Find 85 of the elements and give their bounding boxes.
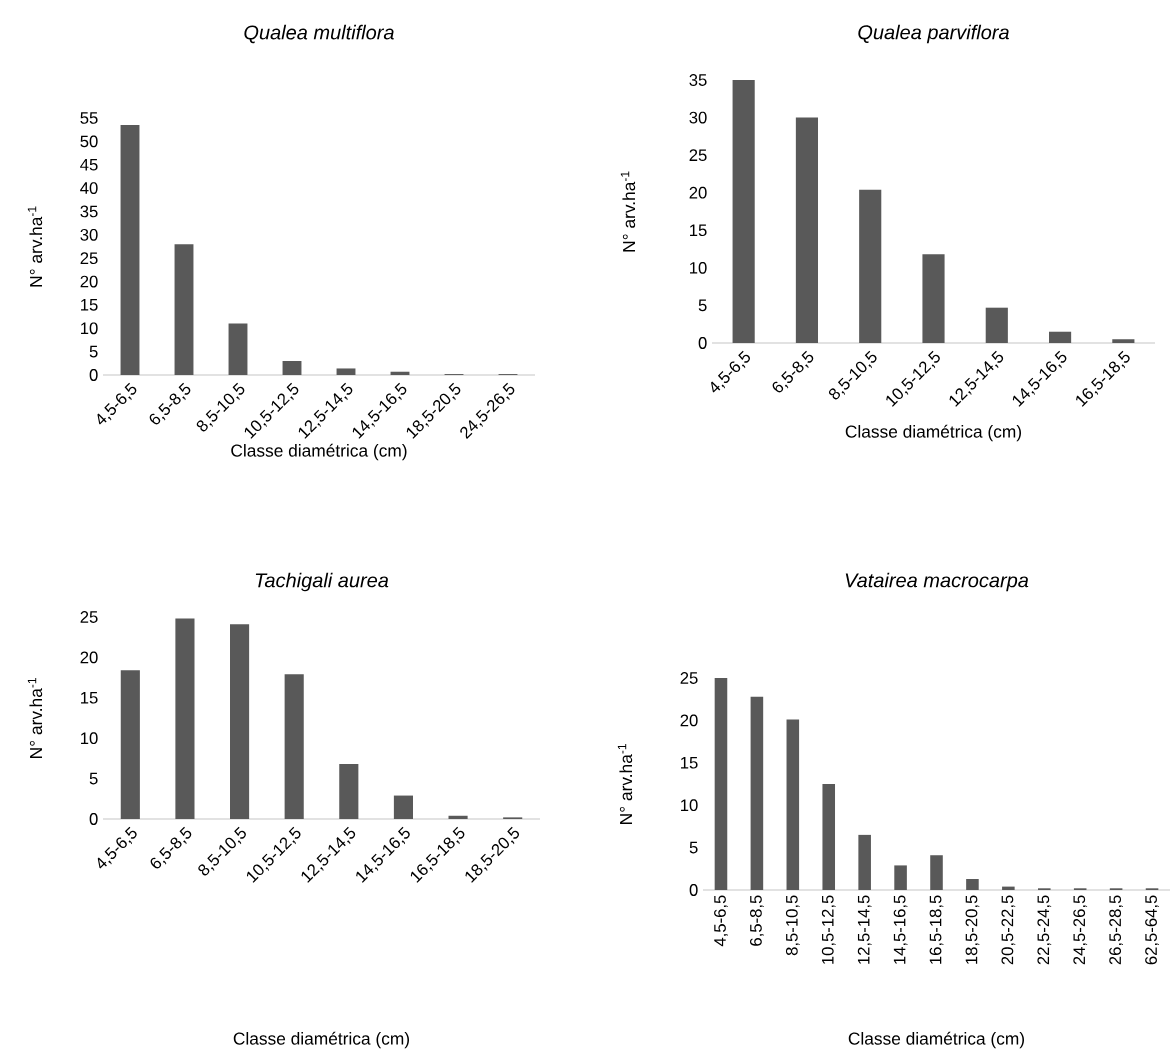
- bar: [174, 244, 194, 375]
- y-tick-label: 10: [690, 261, 707, 274]
- bar: [822, 784, 836, 890]
- y-tick-label: 25: [80, 611, 98, 623]
- y-tick-label: 35: [689, 74, 707, 86]
- bar: [393, 795, 413, 819]
- bar: [714, 678, 728, 890]
- bar: [120, 670, 140, 819]
- y-tick-label: 45: [80, 158, 98, 171]
- x-tick-label: 16,5-18,5: [929, 895, 944, 964]
- y-tick-label: 35: [80, 205, 98, 218]
- y-tick-label: 25: [680, 672, 698, 684]
- y-tick-label: 5: [689, 841, 698, 854]
- bar: [1112, 339, 1135, 343]
- chart-title: Qualea multiflora: [244, 24, 394, 44]
- y-tick-label: 25: [80, 252, 98, 265]
- bar: [339, 764, 359, 819]
- chart-title: Qualea parviflora: [858, 24, 1009, 44]
- y-tick-label: 15: [681, 756, 698, 769]
- y-axis-title: N° arv.ha$^{-1}$: [617, 743, 633, 824]
- x-axis-title: Classe diamétrica (cm): [233, 1031, 409, 1049]
- x-axis-title: Classe diamétrica (cm): [231, 443, 407, 461]
- x-tick-label: 10,5-12,5: [821, 895, 836, 964]
- bar: [795, 117, 819, 343]
- y-tick-label: 15: [81, 299, 98, 311]
- y-tick-label: 5: [698, 299, 707, 312]
- y-tick-label: 15: [690, 224, 707, 237]
- bar: [750, 696, 764, 890]
- y-axis-title: N° arv.ha$^{-1}$: [27, 677, 43, 758]
- y-tick-label: 20: [680, 714, 698, 727]
- y-tick-label: 40: [80, 182, 98, 194]
- y-tick-label: 5: [89, 345, 98, 358]
- bar: [284, 674, 304, 819]
- y-axis-title: N° arv.ha$^{-1}$: [620, 171, 636, 252]
- bar: [922, 254, 945, 343]
- y-axis-title: N° arv.ha$^{-1}$: [27, 206, 43, 287]
- x-tick-label: 22,5-24,5: [1037, 895, 1052, 965]
- y-tick-label: 50: [80, 135, 98, 148]
- bar: [282, 360, 302, 375]
- x-tick-label: 8,5-10,5: [785, 895, 800, 956]
- x-tick-label: 26,5-28,5: [1109, 895, 1124, 965]
- y-tick-label: 0: [698, 337, 707, 349]
- y-tick-label: 20: [80, 651, 98, 664]
- bar: [120, 125, 140, 375]
- bar: [966, 878, 979, 890]
- bar: [228, 323, 248, 375]
- bar: [230, 624, 250, 819]
- bar: [786, 719, 800, 890]
- bar: [859, 189, 882, 343]
- x-tick-label: 62,5-64,5: [1145, 895, 1159, 965]
- bar: [894, 865, 907, 890]
- bar: [336, 368, 356, 375]
- bar: [175, 618, 195, 819]
- y-tick-label: 20: [689, 186, 707, 199]
- y-tick-label: 30: [80, 228, 98, 241]
- bar: [732, 80, 755, 343]
- x-axis-title: Classe diamétrica (cm): [848, 1031, 1025, 1049]
- x-tick-label: 12,5-14,5: [857, 895, 872, 964]
- y-tick-label: 0: [689, 884, 698, 896]
- x-tick-label: 4,5-6,5: [714, 895, 728, 947]
- y-tick-label: 10: [81, 732, 98, 745]
- y-tick-label: 10: [81, 322, 98, 335]
- x-tick-label: 18,5-20,5: [965, 895, 980, 964]
- y-tick-label: 30: [689, 111, 707, 124]
- chart-title: Tachigali aurea: [255, 572, 389, 592]
- x-tick-label: 24,5-26,5: [1073, 895, 1088, 965]
- bar: [1049, 331, 1072, 343]
- x-axis-title: Classe diamétrica (cm): [845, 424, 1022, 442]
- x-tick-label: 20,5-22,5: [1001, 895, 1016, 965]
- x-tick-label: 6,5-8,5: [750, 895, 764, 946]
- bar: [1002, 886, 1015, 890]
- y-tick-label: 0: [89, 813, 98, 825]
- bar: [448, 815, 468, 819]
- x-tick-label: 14,5-16,5: [893, 895, 908, 964]
- y-tick-label: 10: [681, 799, 698, 812]
- bar: [985, 307, 1008, 343]
- y-tick-label: 55: [80, 112, 98, 124]
- chart-title: Vatairea macrocarpa: [845, 572, 1029, 592]
- y-tick-label: 20: [80, 275, 98, 288]
- y-tick-label: 25: [689, 149, 707, 162]
- bar: [930, 855, 943, 890]
- bar: [858, 834, 871, 890]
- y-tick-label: 0: [89, 369, 98, 381]
- y-tick-label: 5: [89, 772, 98, 785]
- y-tick-label: 15: [81, 691, 98, 704]
